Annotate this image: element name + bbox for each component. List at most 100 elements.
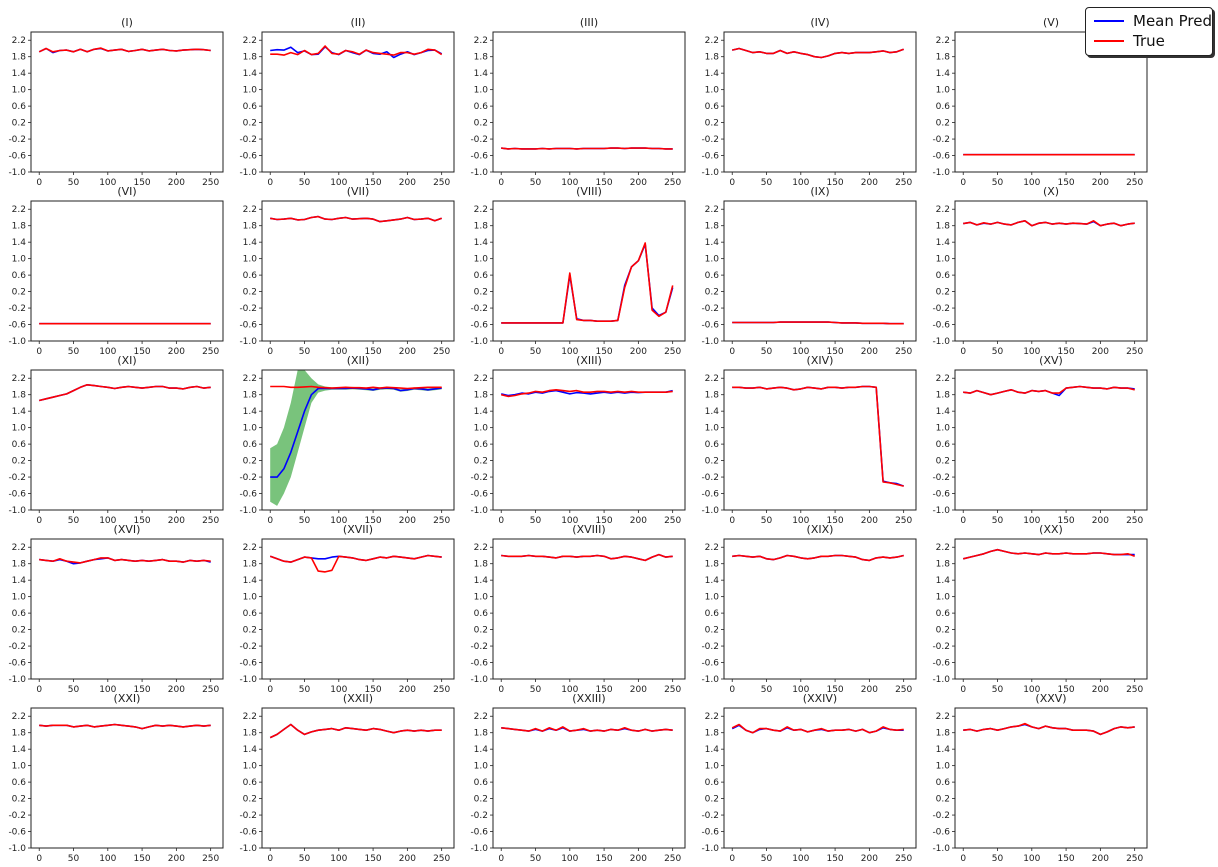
y-tick-label: -0.6 (932, 659, 950, 669)
panel-10: (X) 0 50 100 150 200 250 -1.0 -0.6 -0.2 0.2 0.6 1.0 1… (932, 185, 1148, 357)
panel-frame (492, 369, 686, 511)
x-tick-label: 50 (761, 178, 773, 188)
series-true (39, 723, 211, 730)
y-tick-label: 2.2 (936, 712, 950, 722)
x-tick-label: 100 (330, 178, 347, 188)
series-true (269, 723, 442, 739)
panel-title: (XVII) (343, 523, 373, 536)
panel-17: (XVII) 0 50 100 150 200 250 -1.0 -0.6 -0.2 0.2 0.6 1… (239, 523, 455, 695)
y-tick-label: 1.8 (474, 391, 489, 401)
panel-frame (723, 31, 917, 173)
x-tick-label: 50 (299, 854, 311, 864)
series-true (732, 321, 904, 325)
y-tick-label: 2.2 (243, 712, 257, 722)
y-tick-label: 1.0 (243, 86, 258, 96)
y-tick-label: 0.6 (474, 102, 489, 112)
y-tick-label: -0.2 (239, 473, 257, 483)
panel-frame (723, 707, 917, 849)
x-tick-label: 100 (792, 685, 809, 695)
y-tick-label: 1.0 (474, 255, 489, 265)
y-tick-label: 0.2 (243, 119, 257, 129)
legend-label-true: True (1133, 32, 1165, 50)
y-tick-label: -0.2 (8, 304, 26, 314)
y-tick-label: -1.0 (8, 675, 26, 685)
y-tick-label: 0.2 (12, 795, 26, 805)
y-tick-label: 0.6 (12, 440, 27, 450)
data-layer (963, 220, 1135, 227)
y-tick-label: 0.6 (243, 102, 258, 112)
y-tick-label: 0.6 (474, 440, 489, 450)
panel-frame (492, 707, 686, 849)
panel-frame (954, 369, 1148, 511)
y-tick-label: 0.2 (474, 626, 488, 636)
y-tick-label: -1.0 (470, 675, 488, 685)
panel-18: (XVIII) 0 50 100 150 200 250 -1.0 -0.6 -0.2 0.2 0.6… (470, 523, 686, 695)
panel-frame (723, 538, 917, 680)
panel-4: (IV) 0 50 100 150 200 250 -1.0 -0.6 -0.2 0.2 0.6 1.0… (701, 16, 917, 188)
y-tick-label: 1.8 (243, 729, 258, 739)
y-tick-label: 1.4 (705, 407, 720, 417)
y-tick-label: 2.2 (474, 36, 488, 46)
y-tick-label: 1.8 (12, 560, 27, 570)
y-tick-label: 1.8 (936, 53, 951, 63)
panel-title: (XIV) (807, 354, 834, 367)
y-tick-label: 0.2 (243, 795, 257, 805)
series-true (39, 557, 211, 564)
x-tick-label: 0 (36, 178, 42, 188)
panel-7: (VII) 0 50 100 150 200 250 -1.0 -0.6 -0.2 0.2 0.6 1.… (239, 185, 455, 357)
y-tick-label: -0.2 (701, 811, 719, 821)
x-tick-label: 50 (299, 685, 311, 695)
panel-title: (V) (1043, 16, 1059, 29)
y-tick-label: -0.2 (470, 811, 488, 821)
x-tick-label: 100 (1023, 854, 1040, 864)
series-true (270, 385, 442, 390)
panel-16: (XVI) 0 50 100 150 200 250 -1.0 -0.6 -0.2 0.2 0.6 1.… (8, 523, 224, 695)
panel-frame (954, 707, 1148, 849)
y-tick-label: 0.6 (474, 271, 489, 281)
x-tick-label: 100 (99, 347, 116, 357)
x-tick-label: 100 (561, 347, 578, 357)
panel-frame (492, 200, 686, 342)
x-tick-label: 0 (729, 516, 735, 526)
x-tick-label: 150 (826, 685, 843, 695)
x-tick-label: 150 (1057, 854, 1074, 864)
x-tick-label: 100 (330, 347, 347, 357)
y-tick-label: 1.8 (243, 222, 258, 232)
series-true (501, 726, 673, 732)
x-tick-label: 150 (595, 178, 612, 188)
x-tick-label: 150 (364, 854, 381, 864)
y-tick-label: 1.4 (474, 407, 489, 417)
data-layer (732, 554, 904, 562)
panel-1: (I) 0 50 100 150 200 250 -1.0 -0.6 -0.2 0.2 0.6 1.0 1… (8, 16, 224, 188)
panel-11: (XI) 0 50 100 150 200 250 -1.0 -0.6 -0.2 0.2 0.6 1.0… (8, 354, 224, 526)
x-tick-label: 200 (168, 685, 185, 695)
x-tick-label: 200 (1092, 854, 1109, 864)
y-tick-label: 1.4 (243, 576, 258, 586)
y-tick-label: 0.6 (12, 778, 27, 788)
x-tick-label: 250 (433, 516, 450, 526)
data-layer (963, 548, 1135, 560)
y-tick-label: 1.4 (243, 238, 258, 248)
x-tick-label: 200 (861, 516, 878, 526)
y-tick-label: -1.0 (932, 675, 950, 685)
x-tick-label: 250 (202, 685, 219, 695)
x-tick-label: 200 (630, 854, 647, 864)
y-tick-label: 1.4 (936, 407, 951, 417)
panel-title: (XI) (117, 354, 136, 367)
x-tick-label: 50 (68, 516, 80, 526)
panel-21: (XXI) 0 50 100 150 200 250 -1.0 -0.6 -0.2 0.2 0.6 1.… (8, 692, 224, 864)
y-tick-label: 2.2 (705, 205, 719, 215)
y-tick-label: -0.6 (470, 828, 488, 838)
data-layer (39, 723, 211, 730)
y-tick-label: 1.0 (936, 762, 951, 772)
series-true (963, 548, 1135, 560)
x-tick-label: 250 (202, 347, 219, 357)
panel-title: (XXI) (114, 692, 141, 705)
series-true (501, 553, 673, 562)
data-layer (38, 47, 211, 54)
y-tick-label: 0.6 (936, 440, 951, 450)
series-mean-pred (270, 45, 443, 59)
y-tick-label: -1.0 (701, 168, 719, 178)
panel-9: (IX) 0 50 100 150 200 250 -1.0 -0.6 -0.2 0.2 0.6 1.0… (701, 185, 917, 357)
data-layer (270, 370, 442, 506)
